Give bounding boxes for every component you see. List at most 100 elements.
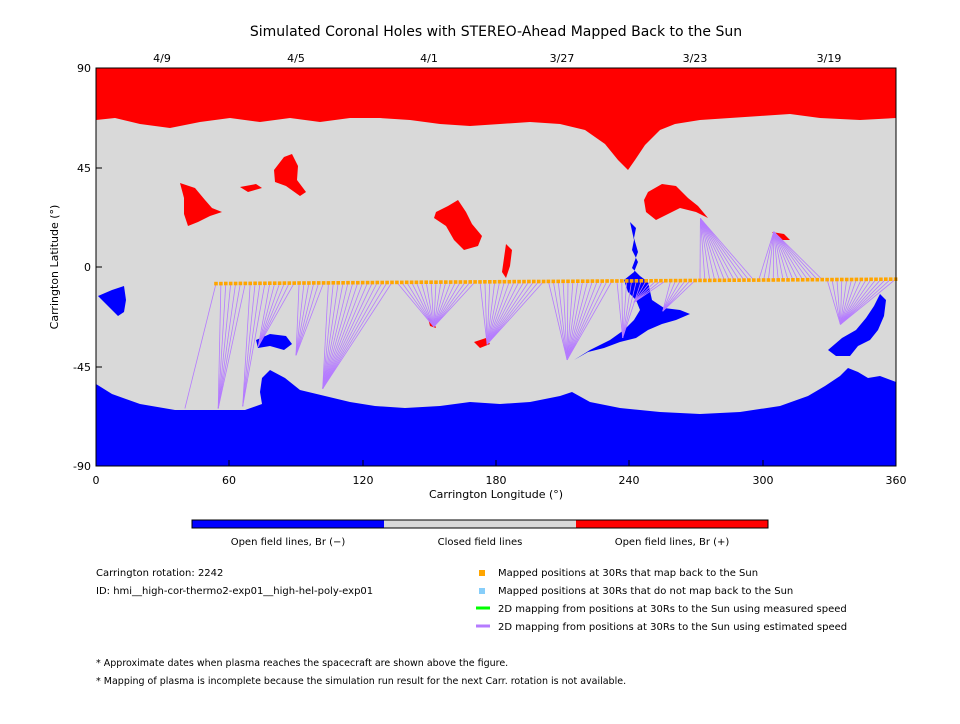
- mapped-position-dot: [214, 282, 218, 286]
- mapped-position-dot: [610, 279, 614, 283]
- mapped-position-dot: [424, 280, 428, 284]
- mapped-position-dot: [508, 280, 512, 284]
- top-date-label: 3/27: [550, 52, 575, 65]
- mapped-position-dot: [635, 279, 639, 283]
- mapped-position-dot: [537, 280, 541, 284]
- chart-title: Simulated Coronal Holes with STEREO-Ahea…: [250, 24, 742, 40]
- mapped-position-dot: [371, 281, 375, 285]
- mapped-position-dot: [283, 281, 287, 285]
- mapped-position-dot: [532, 280, 536, 284]
- mapped-position-dot: [718, 279, 722, 283]
- mapped-position-dot: [219, 282, 223, 286]
- legend-label: 2D mapping from positions at 30Rs to the…: [498, 604, 847, 615]
- mapped-position-dot: [341, 281, 345, 285]
- mapped-position-dot: [517, 280, 521, 284]
- mapped-position-dot: [625, 279, 629, 283]
- mapped-position-dot: [781, 278, 785, 282]
- mapped-position-dot: [390, 281, 394, 285]
- mapped-position-dot: [385, 281, 389, 285]
- mapped-position-dot: [674, 279, 678, 283]
- mapped-position-dot: [302, 281, 306, 285]
- colorbar-label-positive: Open field lines, Br (+): [615, 537, 730, 548]
- colorbar-open-positive: [576, 520, 768, 528]
- mapped-position-dot: [263, 282, 267, 286]
- mapped-position-dot: [728, 278, 732, 282]
- mapped-position-dot: [248, 282, 252, 286]
- mapped-position-dot: [405, 281, 409, 285]
- run-id: ID: hmi__high-cor-thermo2-exp01__high-he…: [96, 586, 373, 597]
- mapped-position-dot: [420, 280, 424, 284]
- mapped-position-dot: [454, 280, 458, 284]
- colorbar: [192, 520, 768, 528]
- mapped-position-dot: [860, 278, 864, 282]
- top-date-label: 4/5: [287, 52, 305, 65]
- mapped-position-dot: [439, 280, 443, 284]
- mapped-position-dot: [708, 279, 712, 283]
- top-date-label: 3/19: [817, 52, 842, 65]
- mapped-position-dot: [855, 278, 859, 282]
- mapped-position-dot: [498, 280, 502, 284]
- mapped-position-dot: [732, 278, 736, 282]
- colorbar-label-negative: Open field lines, Br (−): [231, 537, 346, 548]
- mapped-position-dot: [796, 278, 800, 282]
- mapped-position-dot: [288, 281, 292, 285]
- mapped-position-dot: [864, 278, 868, 282]
- mapped-position-dot: [820, 278, 824, 282]
- mapped-position-dot: [258, 282, 262, 286]
- mapped-position-dot: [566, 280, 570, 284]
- mapped-position-dot: [512, 280, 516, 284]
- x-tick-label: 0: [93, 474, 100, 487]
- mapped-position-dot: [478, 280, 482, 284]
- mapped-position-dot: [830, 278, 834, 282]
- mapped-position-dot: [688, 279, 692, 283]
- mapped-position-dot: [449, 280, 453, 284]
- legend-marker-mapped: [479, 570, 485, 576]
- mapped-position-dot: [596, 279, 600, 283]
- mapped-position-dot: [723, 279, 727, 283]
- top-date-label: 4/1: [420, 52, 438, 65]
- footnote: * Mapping of plasma is incomplete becaus…: [96, 676, 626, 687]
- mapped-position-dot: [268, 281, 272, 285]
- mapped-position-dot: [356, 281, 360, 285]
- mapped-position-dot: [600, 279, 604, 283]
- mapped-position-dot: [556, 280, 560, 284]
- mapped-position-dot: [552, 280, 556, 284]
- mapped-position-dot: [468, 280, 472, 284]
- x-axis-label: Carrington Longitude (°): [429, 488, 563, 501]
- x-tick-label: 60: [222, 474, 236, 487]
- colorbar-open-negative: [192, 520, 384, 528]
- mapped-position-dot: [415, 281, 419, 285]
- mapped-position-dot: [229, 282, 233, 286]
- mapped-position-dot: [693, 279, 697, 283]
- x-tick-label: 300: [753, 474, 774, 487]
- mapped-position-dot: [786, 278, 790, 282]
- mapped-position-dot: [644, 279, 648, 283]
- coronal-hole-map: [96, 68, 896, 466]
- legend-label: Mapped positions at 30Rs that map back t…: [498, 568, 758, 579]
- mapped-position-dot: [752, 278, 756, 282]
- colorbar-closed: [384, 520, 576, 528]
- mapped-position-dot: [664, 279, 668, 283]
- mapped-position-dot: [586, 279, 590, 283]
- mapped-position-dot: [840, 278, 844, 282]
- mapped-position-dot: [503, 280, 507, 284]
- y-tick-label: 90: [77, 62, 91, 75]
- mapped-position-dot: [698, 279, 702, 283]
- mapped-position-dot: [845, 278, 849, 282]
- mapped-position-dot: [278, 281, 282, 285]
- mapped-position-dot: [767, 278, 771, 282]
- mapped-position-dot: [571, 280, 575, 284]
- mapped-position-dot: [776, 278, 780, 282]
- mapped-position-dot: [527, 280, 531, 284]
- mapped-position-dot: [322, 281, 326, 285]
- mapped-position-dot: [273, 281, 277, 285]
- mapped-position-dot: [234, 282, 238, 286]
- mapped-position-dot: [307, 281, 311, 285]
- mapped-position-dot: [400, 281, 404, 285]
- legend: Mapped positions at 30Rs that map back t…: [476, 568, 847, 633]
- mapped-position-dot: [542, 280, 546, 284]
- y-tick-label: 45: [77, 162, 91, 175]
- mapped-position-dot: [620, 279, 624, 283]
- mapped-position-dot: [791, 278, 795, 282]
- mapped-position-dot: [806, 278, 810, 282]
